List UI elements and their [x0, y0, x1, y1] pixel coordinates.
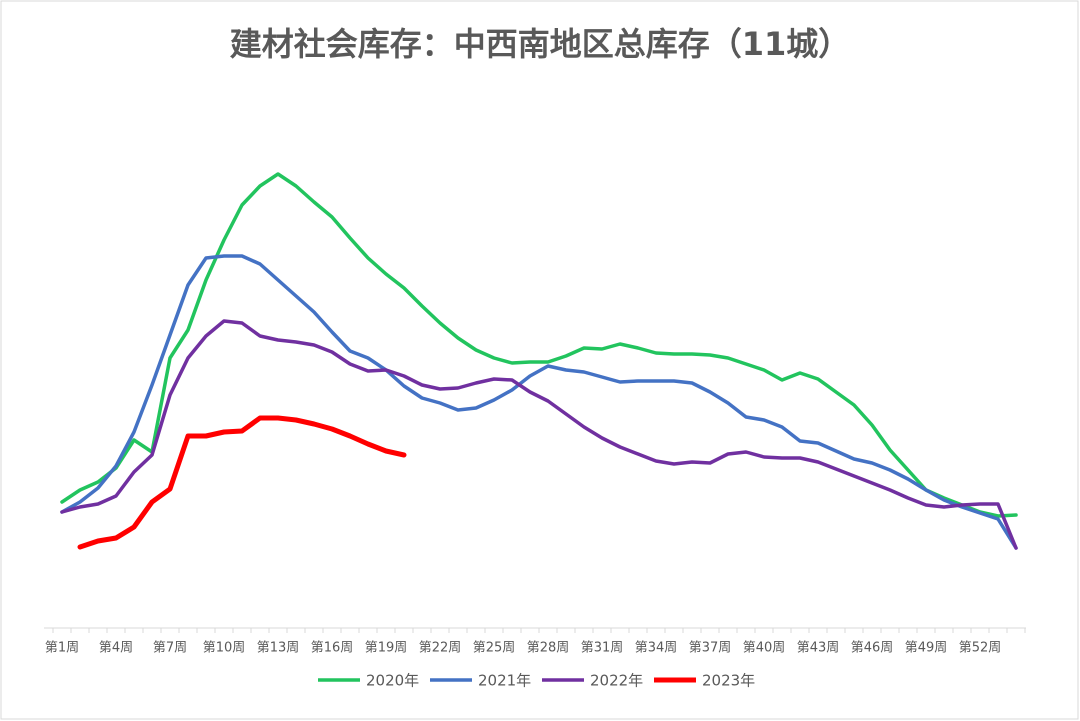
x-tick-label: 第10周: [203, 641, 246, 656]
legend-label: 2021年: [478, 672, 531, 690]
x-tick-label: 第37周: [689, 641, 732, 656]
x-tick-label: 第31周: [581, 641, 624, 656]
x-tick-label: 第52周: [959, 641, 1002, 656]
x-tick-label: 第4周: [99, 641, 133, 656]
chart-title: 建材社会库存：中西南地区总库存（11城）: [230, 25, 851, 63]
x-tick-label: 第49周: [905, 641, 948, 656]
x-tick-label: 第13周: [257, 641, 300, 656]
legend-label: 2020年: [366, 672, 419, 690]
x-tick-label: 第22周: [419, 641, 462, 656]
x-tick-label: 第40周: [743, 641, 786, 656]
x-tick-label: 第28周: [527, 641, 570, 656]
x-tick-label: 第43周: [797, 641, 840, 656]
x-tick-label: 第25周: [473, 641, 516, 656]
legend-label: 2022年: [590, 672, 643, 690]
line-series: [60, 319, 1018, 550]
x-tick-label: 第1周: [45, 641, 79, 656]
x-tick-label: 第46周: [851, 641, 894, 656]
legend-label: 2023年: [702, 672, 755, 690]
x-tick-label: 第7周: [153, 641, 187, 656]
line-series: [60, 254, 1018, 550]
x-tick-label: 第16周: [311, 641, 354, 656]
line-series: [77, 415, 407, 550]
x-tick-label: 第34周: [635, 641, 678, 656]
x-tick-label: 第19周: [365, 641, 408, 656]
line-series: [60, 172, 1018, 518]
